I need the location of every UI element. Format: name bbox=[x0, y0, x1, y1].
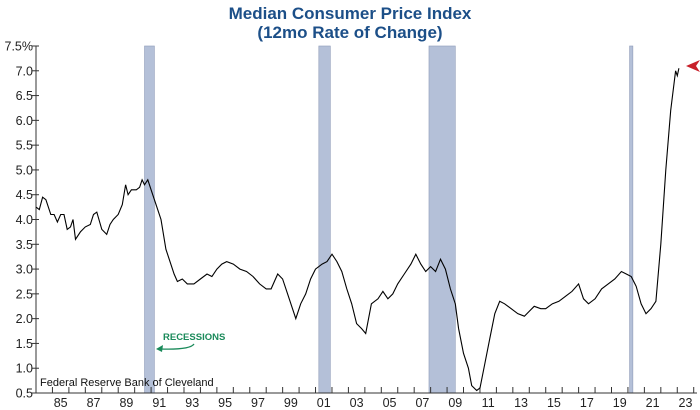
latest-value-marker bbox=[686, 60, 700, 72]
y-tick-label: 5.0 bbox=[16, 163, 33, 177]
y-tick-label: 3.0 bbox=[16, 263, 33, 277]
chart-subtitle: (12mo Rate of Change) bbox=[257, 23, 443, 42]
recession-bar bbox=[144, 45, 155, 394]
x-tick-label: 85 bbox=[54, 396, 68, 410]
x-tick-label: 05 bbox=[383, 396, 397, 410]
y-tick-label: 2.5 bbox=[16, 287, 33, 301]
x-tick-label: 09 bbox=[448, 396, 462, 410]
y-tick-label: 1.5 bbox=[16, 337, 33, 351]
x-tick-label: 91 bbox=[152, 396, 166, 410]
chart-title: Median Consumer Price Index bbox=[228, 4, 472, 23]
x-tick-label: 01 bbox=[317, 396, 331, 410]
series-line bbox=[35, 68, 680, 392]
y-tick-label: 4.0 bbox=[16, 213, 33, 227]
arrow-head-icon bbox=[156, 345, 163, 352]
recession-bar bbox=[629, 45, 634, 394]
x-tick-label: 21 bbox=[646, 396, 660, 410]
x-tick-label: 99 bbox=[284, 396, 298, 410]
recessions-arrow bbox=[159, 343, 195, 350]
y-tick-label: 3.5 bbox=[16, 238, 33, 252]
y-tick-label: 2.0 bbox=[16, 312, 33, 326]
x-tick-label: 23 bbox=[679, 396, 693, 410]
x-tick-label: 03 bbox=[350, 396, 364, 410]
y-tick-label: 7.0 bbox=[16, 64, 33, 78]
x-tick-label: 15 bbox=[547, 396, 561, 410]
recessions-label: RECESSIONS bbox=[163, 332, 225, 343]
x-tick-label: 87 bbox=[87, 396, 101, 410]
y-tick-label: 0.5 bbox=[16, 387, 33, 401]
x-tick-label: 11 bbox=[482, 396, 495, 410]
x-tick-label: 13 bbox=[514, 396, 528, 410]
x-tick-label: 07 bbox=[415, 396, 429, 410]
x-tick-label: 89 bbox=[119, 396, 133, 410]
y-tick-label: 5.5 bbox=[16, 139, 33, 153]
x-tick-label: 19 bbox=[613, 396, 627, 410]
recession-bar bbox=[428, 45, 456, 394]
x-tick-label: 93 bbox=[185, 396, 199, 410]
recession-bar bbox=[318, 45, 331, 394]
source-label: Federal Reserve Bank of Cleveland bbox=[40, 377, 214, 389]
x-tick-label: 95 bbox=[218, 396, 232, 410]
x-tick-label: 97 bbox=[251, 396, 265, 410]
y-tick-label: 4.5 bbox=[16, 188, 33, 202]
y-tick-label: 7.5% bbox=[5, 40, 34, 54]
y-tick-label: 1.0 bbox=[16, 362, 33, 376]
x-tick-label: 17 bbox=[580, 396, 594, 410]
y-tick-label: 6.0 bbox=[16, 114, 33, 128]
y-tick-label: 6.5 bbox=[16, 89, 33, 103]
